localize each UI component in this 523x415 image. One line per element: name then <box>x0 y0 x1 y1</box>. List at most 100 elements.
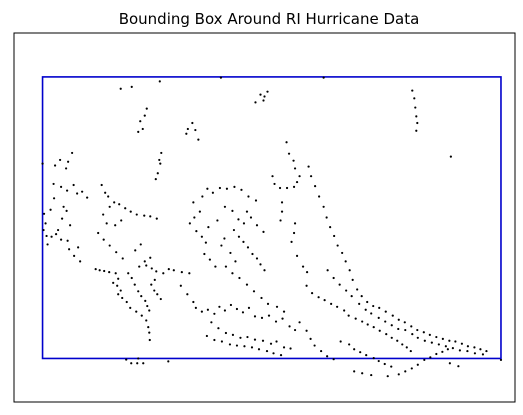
data-point-223 <box>238 276 241 280</box>
data-point-320 <box>430 341 433 344</box>
data-point-103 <box>148 331 151 334</box>
data-point-41 <box>72 183 75 187</box>
data-point-220 <box>234 260 237 263</box>
data-point-229 <box>282 310 286 313</box>
data-point-142 <box>206 308 209 311</box>
data-point-213 <box>245 210 249 213</box>
data-point-353 <box>410 367 413 370</box>
data-point-271 <box>403 321 406 324</box>
data-point-169 <box>205 334 208 338</box>
data-point-78 <box>105 222 108 225</box>
data-point-35 <box>67 160 70 163</box>
data-point-2 <box>158 80 161 83</box>
data-point-84 <box>115 251 118 254</box>
data-point-236 <box>298 175 301 178</box>
data-point-1 <box>130 85 133 88</box>
data-point-190 <box>216 219 219 222</box>
data-point-330 <box>457 365 460 368</box>
data-point-195 <box>218 186 222 190</box>
data-point-255 <box>325 216 328 219</box>
data-point-100 <box>140 314 143 317</box>
data-point-324 <box>458 349 461 352</box>
data-point-308 <box>350 294 353 298</box>
data-point-72 <box>129 210 132 213</box>
data-point-130 <box>136 362 139 365</box>
data-point-291 <box>343 309 346 312</box>
data-point-194 <box>211 191 214 194</box>
data-point-88 <box>103 269 106 273</box>
data-point-0 <box>119 87 122 90</box>
data-point-331 <box>298 321 301 324</box>
data-point-278 <box>448 339 451 342</box>
data-point-157 <box>210 321 213 324</box>
data-point-249 <box>305 271 309 274</box>
data-point-8 <box>262 99 265 102</box>
data-point-234 <box>292 185 296 188</box>
data-point-293 <box>354 317 357 320</box>
data-point-252 <box>314 185 317 188</box>
data-point-253 <box>318 195 321 198</box>
data-point-216 <box>262 230 265 233</box>
data-point-63 <box>77 246 80 249</box>
data-point-239 <box>287 152 291 155</box>
data-point-275 <box>428 333 431 336</box>
data-point-90 <box>114 272 117 275</box>
axes-frame <box>13 32 516 403</box>
data-point-118 <box>145 264 148 267</box>
data-point-5 <box>259 93 262 96</box>
data-point-352 <box>404 370 407 373</box>
data-point-179 <box>279 354 283 357</box>
data-point-44 <box>86 196 89 199</box>
data-point-116 <box>134 249 137 252</box>
data-point-166 <box>275 340 278 343</box>
data-point-174 <box>243 345 246 348</box>
data-point-232 <box>278 186 282 190</box>
data-point-258 <box>336 244 339 247</box>
data-point-46 <box>49 208 52 211</box>
data-point-327 <box>481 353 485 356</box>
data-point-269 <box>391 314 394 317</box>
data-point-56 <box>60 217 64 220</box>
data-point-221 <box>224 265 228 268</box>
data-point-217 <box>223 237 226 240</box>
data-point-211 <box>259 263 262 266</box>
data-point-199 <box>247 195 250 198</box>
data-point-170 <box>213 338 216 342</box>
data-point-192 <box>201 195 204 198</box>
data-point-332 <box>305 329 308 332</box>
data-point-73 <box>135 213 138 216</box>
data-point-289 <box>330 302 333 305</box>
data-point-186 <box>203 252 206 256</box>
data-point-299 <box>390 336 393 339</box>
data-point-132 <box>167 360 170 363</box>
data-point-79 <box>114 224 117 227</box>
data-point-351 <box>397 373 400 376</box>
data-point-4 <box>322 76 325 79</box>
data-point-139 <box>192 300 195 304</box>
data-point-193 <box>206 187 209 190</box>
data-point-284 <box>485 349 488 353</box>
data-point-171 <box>220 340 224 343</box>
data-point-326 <box>473 352 477 355</box>
data-point-19 <box>143 114 146 117</box>
data-point-101 <box>145 319 148 322</box>
data-point-188 <box>214 265 217 268</box>
data-point-53 <box>59 238 63 241</box>
data-point-156 <box>293 328 297 332</box>
data-point-105 <box>127 272 130 275</box>
data-point-337 <box>332 358 335 361</box>
data-point-95 <box>117 293 120 296</box>
data-point-140 <box>194 306 197 310</box>
data-point-346 <box>390 365 393 368</box>
data-point-99 <box>135 310 138 313</box>
data-point-208 <box>246 246 250 249</box>
data-point-240 <box>285 141 288 144</box>
data-point-21 <box>137 130 140 133</box>
data-point-305 <box>332 276 335 280</box>
data-point-153 <box>274 320 278 323</box>
data-point-57 <box>62 205 65 208</box>
data-point-106 <box>130 276 133 280</box>
data-point-175 <box>250 346 254 349</box>
data-point-296 <box>372 325 375 329</box>
data-point-325 <box>466 349 469 353</box>
